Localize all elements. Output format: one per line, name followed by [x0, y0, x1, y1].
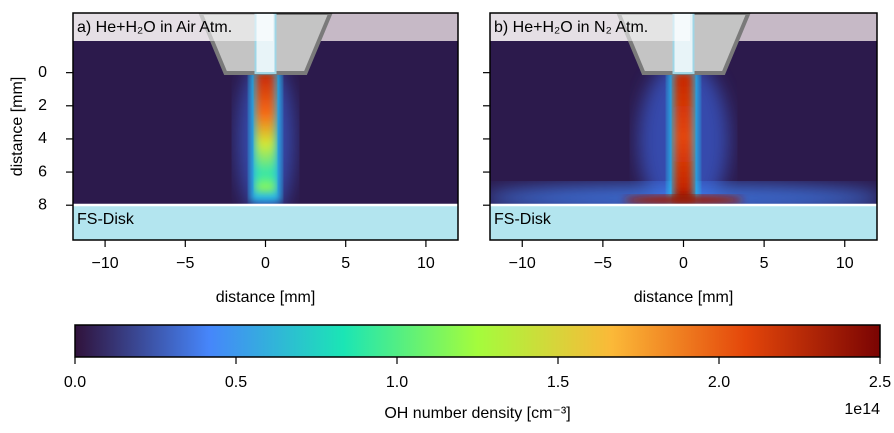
title-bg	[490, 13, 690, 41]
x-tick-label: −5	[594, 255, 612, 272]
region-label: FS-Disk	[494, 211, 552, 228]
y-tick-label: 2	[38, 97, 47, 114]
x-tick-label: 0	[679, 255, 688, 272]
heatmap: b) He+H₂O in N₂ Atm.	[490, 13, 877, 240]
x-tick-label: 10	[417, 255, 435, 272]
colorbar-tick-label: 0.0	[64, 374, 86, 391]
y-axis-label: distance [mm]	[9, 77, 26, 177]
colorbar	[74, 324, 881, 358]
colorbar-tick-label: 2.5	[869, 374, 891, 391]
y-tick-label: 6	[38, 163, 47, 180]
x-tick-label: −10	[509, 255, 536, 272]
heatmap: a) He+H₂O in Air Atm.	[73, 13, 458, 240]
y-tick-label: 8	[38, 196, 47, 213]
x-tick-label: 5	[341, 255, 350, 272]
disk	[73, 205, 458, 240]
region-label: FS-Disk	[77, 211, 135, 228]
impact	[623, 195, 744, 205]
x-axis-label: distance [mm]	[216, 289, 316, 306]
plume	[673, 72, 694, 202]
x-tick-label: 10	[836, 255, 854, 272]
title-bg	[73, 13, 273, 41]
disk	[490, 205, 877, 240]
y-tick-label: 4	[38, 130, 47, 147]
plume	[255, 72, 276, 192]
x-tick-label: −5	[176, 255, 194, 272]
colorbar-tick-label: 0.5	[225, 374, 247, 391]
panel-title: b) He+H₂O in N₂ Atm.	[494, 19, 648, 36]
y-tick-label: 0	[38, 64, 47, 81]
colorbar-tick-label: 1.5	[547, 374, 569, 391]
colorbar-tick-label: 2.0	[708, 374, 730, 391]
x-tick-label: −10	[92, 255, 119, 272]
colorbar-tick-label: 1.0	[386, 374, 408, 391]
offset-label: 1e14	[844, 401, 880, 418]
colorbar-label: OH number density [cm⁻³]	[384, 405, 570, 422]
x-tick-label: 0	[261, 255, 270, 272]
x-tick-label: 5	[760, 255, 769, 272]
x-axis-label: distance [mm]	[634, 289, 734, 306]
panel-title: a) He+H₂O in Air Atm.	[77, 19, 232, 36]
